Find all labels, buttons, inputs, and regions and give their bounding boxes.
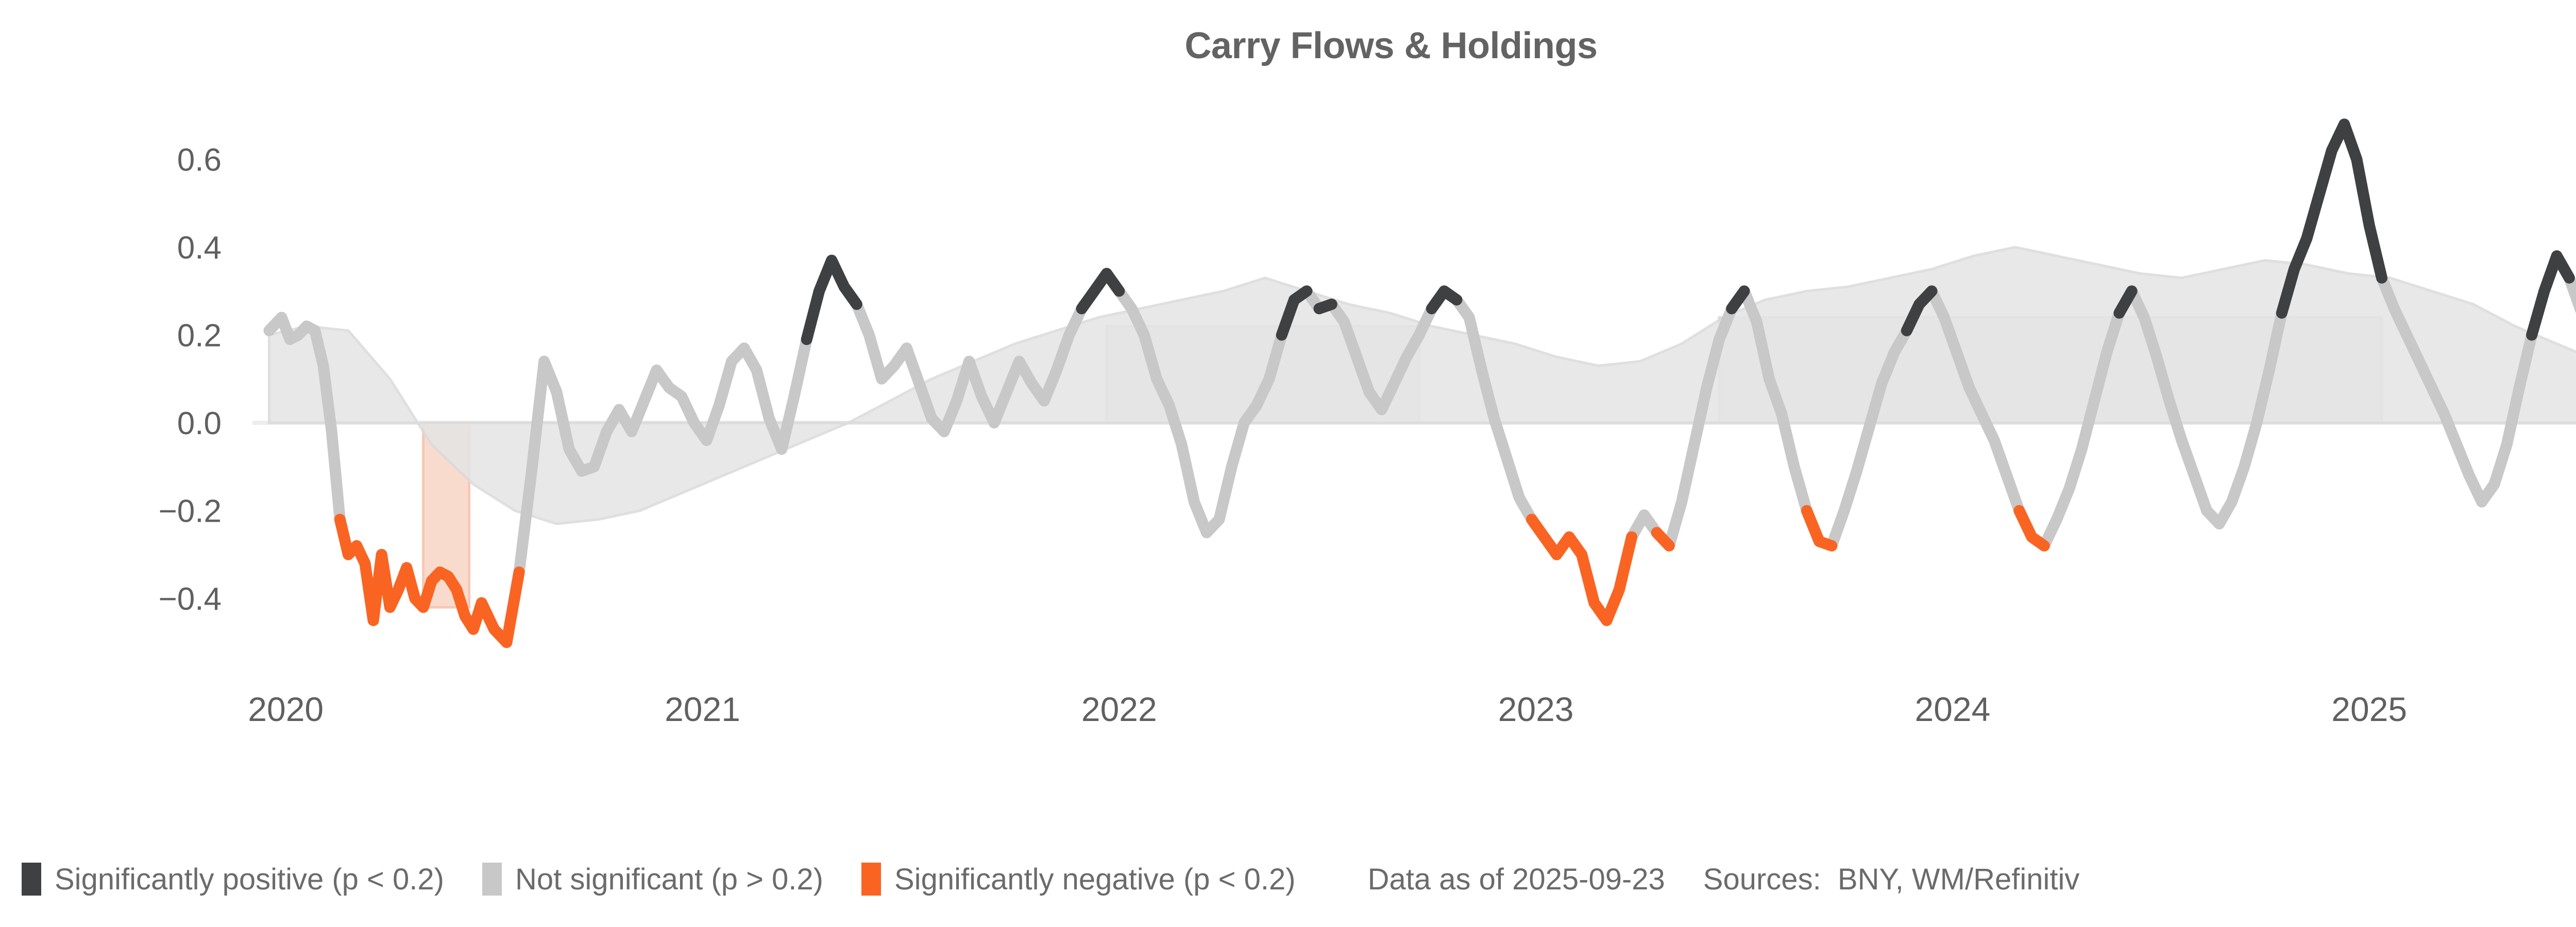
y-axis-tick-label: 0.0 [177,406,222,441]
holdings-area [267,246,2576,525]
significant-negative-segment [2013,505,2050,552]
significant-positive-segment [2526,250,2575,341]
square-swatch [482,863,502,896]
legend-item-label: Significantly positive (p < 0.2) [55,862,444,896]
legend-item-label: Significantly negative (p < 0.2) [894,862,1296,896]
significant-positive-segment [1426,285,1463,315]
x-axis-tick-label: 2024 [1914,690,1990,728]
x-axis-tick-label: 2021 [665,690,740,728]
y-axis-tick-label: −0.2 [159,494,222,529]
x-axis-tick-label: 2020 [248,690,324,728]
significant-positive-segment [1276,285,1313,341]
carry-flows-line [263,118,2576,648]
significant-positive-segment [2276,118,2387,319]
legend-item-0[interactable]: Significantly positive (p < 0.2) [22,862,444,897]
significant-positive-segment [1901,285,1938,336]
data-as-of-note: Data as of 2025-09-23 [1367,862,1665,896]
square-swatch [22,863,41,896]
sources-note: Sources: BNY, WM/Refinitiv [1703,862,2080,896]
x-axis-tick-label: 2023 [1498,690,1574,728]
significant-positive-segment [2113,285,2138,319]
legend-item-label: Not significant (p > 0.2) [515,862,823,896]
significant-positive-segment [1076,268,1125,315]
significant-positive-segment [801,254,862,345]
y-axis-tick-label: 0.2 [177,318,222,353]
x-axis-tick-label: 2025 [2331,690,2407,728]
legend-item-2[interactable]: Significantly negative (p < 0.2) [861,862,1296,897]
significant-negative-segment [1526,513,1638,626]
y-axis-tick-label: 0.4 [177,230,222,266]
significant-positive-segment [1313,298,1337,315]
significant-negative-segment [1651,527,1675,552]
significant-positive-segment [1726,285,1750,315]
y-axis-tick-label: −0.4 [159,581,222,617]
significant-negative-segment [1801,505,1838,552]
y-axis-tick-label: 0.6 [177,142,222,178]
legend-item-1[interactable]: Not significant (p > 0.2) [482,862,823,897]
square-swatch [861,863,881,896]
legend: Significantly positive (p < 0.2) Not sign… [0,851,2576,907]
page-title: Carry Flows & Holdings [1184,25,1598,66]
x-axis-tick-label: 2022 [1081,690,1157,728]
significant-negative-segment [334,513,525,648]
plot-area: 0.6 0.4 0.2 0.0 −0.2 −0.4 2020 2021 2022 2023 2024… [0,77,2576,778]
carry-flows-holdings-chart: 0.6 0.4 0.2 0.0 −0.2 −0.4 2020 2021 2022 2023 2024… [159,118,2576,728]
